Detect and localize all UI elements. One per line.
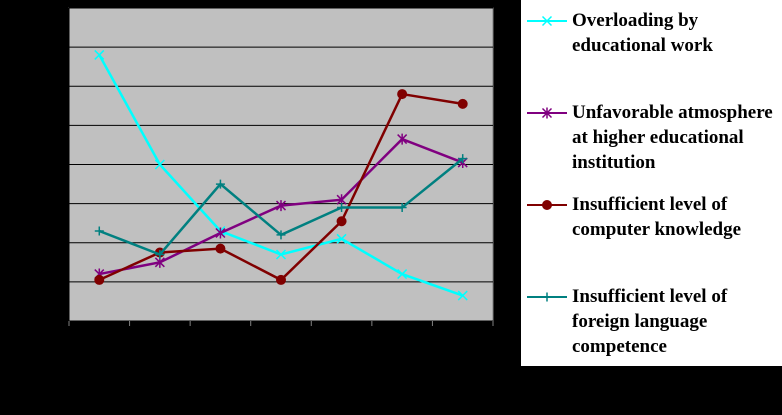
legend-swatch: [527, 200, 567, 210]
data-point: [397, 203, 407, 213]
data-point: [336, 233, 347, 244]
legend-label: Insufficient level of foreign language c…: [572, 286, 732, 357]
legend-swatch: [527, 15, 567, 27]
legend-label: Insufficient level of computer knowledge: [572, 194, 742, 240]
data-point: [276, 274, 286, 285]
data-point: [276, 230, 286, 240]
data-point: [397, 269, 408, 280]
data-point: [457, 98, 468, 109]
data-point: [275, 249, 287, 260]
data-point: [215, 243, 226, 254]
data-point: [94, 226, 104, 236]
data-point: [458, 154, 468, 164]
legend-marker: [541, 107, 553, 119]
legend-label: Overloading by educational work: [572, 10, 713, 56]
data-point: [215, 227, 226, 239]
data-point: [397, 89, 408, 100]
series-layer: [94, 49, 468, 301]
data-point: [397, 133, 408, 145]
series-1: [94, 133, 468, 280]
series-3: [94, 154, 468, 259]
legend: Overloading by educational work Unfavora…: [521, 0, 782, 366]
data-point: [337, 203, 347, 213]
legend-label: Unfavorable atmosphere at higher educati…: [572, 102, 782, 173]
legend-marker: [541, 15, 553, 27]
data-point: [154, 159, 165, 170]
axes: [68, 8, 494, 326]
legend-swatch: [527, 292, 567, 302]
data-point: [336, 216, 347, 227]
data-point: [94, 49, 105, 60]
data-point: [155, 249, 165, 259]
data-point: [215, 179, 225, 189]
legend-marker: [542, 292, 552, 302]
legend-swatch: [527, 107, 567, 119]
data-point: [275, 200, 287, 212]
data-point: [457, 290, 468, 301]
legend-marker: [542, 200, 552, 210]
data-point: [94, 274, 105, 285]
